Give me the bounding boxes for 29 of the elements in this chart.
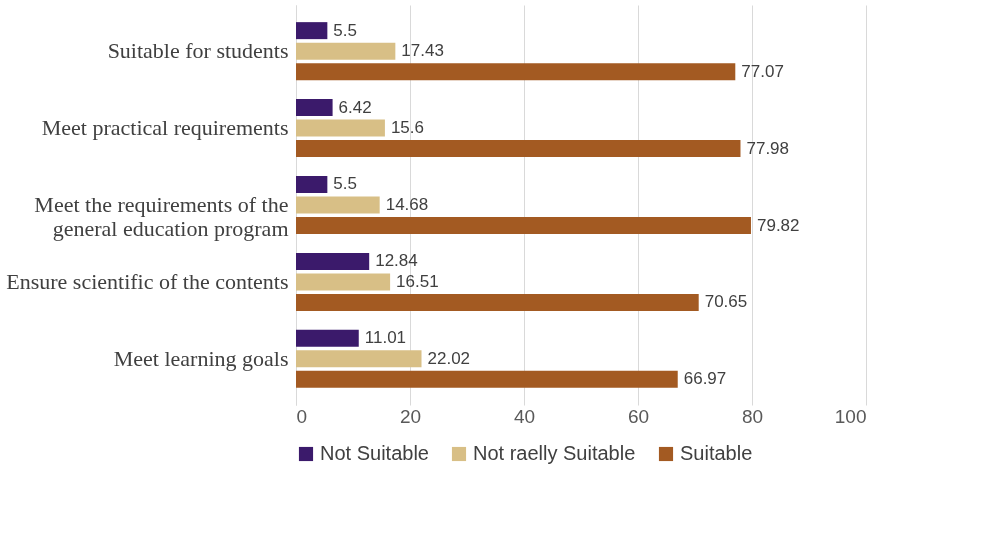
y-tick-label: Meet the requirements of the general education program: [34, 192, 289, 241]
y-tick-label: Meet learning goals: [113, 345, 289, 371]
y-tick-label: Ensure scientific of the contents: [6, 268, 289, 294]
legend-label: Not Suitable: [320, 442, 429, 464]
legend-label: Suitable: [680, 442, 753, 464]
data-label: 77.98: [746, 138, 790, 158]
x-tick-label: 40: [513, 405, 536, 427]
data-label: 6.42: [338, 97, 372, 117]
data-label: 14.68: [385, 195, 429, 214]
x-tick-label: 20: [399, 405, 422, 427]
data-label: 70.65: [704, 292, 748, 312]
data-label: 17.43: [401, 41, 444, 61]
data-label: 22.02: [427, 348, 471, 368]
x-tick-label: 100: [834, 405, 867, 427]
x-tick-label: 0: [296, 405, 308, 427]
y-tick-label: Meet practical requirements: [41, 115, 289, 141]
data-label: 77.07: [741, 61, 784, 81]
data-label: 5.5: [333, 174, 357, 194]
data-label: 5.5: [333, 20, 357, 40]
y-tick-label: Suitable for students: [107, 38, 289, 64]
data-label: 12.84: [375, 251, 418, 271]
data-label: 16.51: [396, 271, 439, 291]
data-label: 79.82: [756, 215, 800, 235]
x-tick-label: 80: [741, 405, 764, 427]
data-label: 66.97: [683, 369, 727, 389]
x-tick-label: 60: [627, 405, 650, 427]
data-label: 11.01: [364, 328, 407, 348]
data-label: 15.6: [390, 118, 425, 138]
legend-label: Not raelly Suitable: [473, 442, 636, 464]
